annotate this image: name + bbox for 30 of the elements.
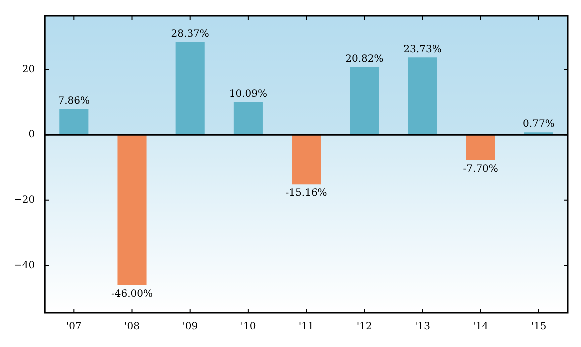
x-tick-label: '15 [531, 322, 547, 333]
bar [350, 67, 380, 136]
x-tick-label: '10 [240, 322, 256, 333]
y-tick-label: −40 [14, 260, 36, 272]
bar [292, 135, 322, 185]
data-label: -7.70% [463, 164, 498, 175]
x-tick-label: '12 [356, 322, 372, 333]
x-tick-label: '07 [66, 322, 82, 333]
bar [466, 135, 496, 160]
data-label: -15.16% [286, 188, 328, 200]
data-label: 20.82% [346, 54, 384, 65]
x-tick-label: '09 [182, 322, 198, 333]
data-label: 28.37% [171, 29, 210, 40]
y-tick-label: 0 [28, 130, 36, 141]
data-label: 23.73% [404, 44, 442, 56]
bar [176, 42, 205, 136]
bar [118, 135, 147, 286]
x-tick-label: '08 [124, 322, 140, 333]
bar [234, 102, 263, 136]
data-label: 10.09% [229, 88, 268, 100]
data-label: 7.86% [58, 96, 90, 108]
bar [408, 58, 438, 136]
y-tick-label: 20 [22, 64, 36, 76]
x-tick-label: '13 [415, 322, 430, 333]
bar [60, 109, 89, 136]
data-label: -46.00% [111, 288, 154, 300]
y-tick-label: −20 [14, 194, 36, 206]
data-label: 0.77% [523, 119, 555, 130]
x-tick-label: '14 [473, 322, 489, 333]
x-tick-label: '11 [298, 322, 314, 333]
